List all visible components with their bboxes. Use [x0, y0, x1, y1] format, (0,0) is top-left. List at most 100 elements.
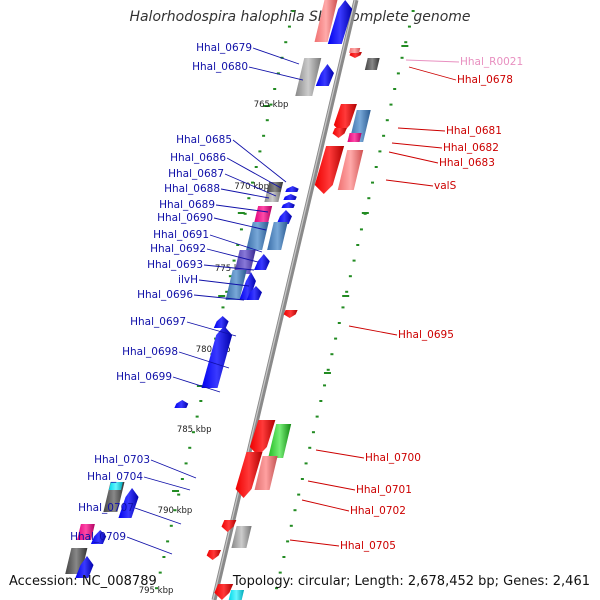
gene-label-Hhal_0682[interactable]: Hhal_0682 — [443, 142, 499, 154]
gene-label-Hhal_0679[interactable]: Hhal_0679 — [196, 42, 252, 54]
gene-feature[interactable] — [266, 182, 284, 192]
gene-feature[interactable] — [314, 146, 345, 194]
gene-feature[interactable] — [75, 556, 94, 578]
gene-feature[interactable] — [264, 192, 281, 202]
gene-feature[interactable] — [253, 254, 270, 270]
leader-line — [289, 539, 340, 547]
tick-mark — [385, 119, 389, 122]
gene-feature[interactable] — [349, 48, 361, 53]
gene-feature[interactable] — [228, 590, 245, 600]
gene-label-Hhal_0689[interactable]: Hhal_0689 — [159, 199, 215, 211]
tick-mark — [367, 197, 371, 200]
gene-label-Hhal_0695[interactable]: Hhal_0695 — [398, 329, 454, 341]
gene-label-Hhal_0681[interactable]: Hhal_0681 — [446, 125, 502, 137]
gene-label-Hhal_0703[interactable]: Hhal_0703 — [94, 454, 150, 466]
tick-mark — [278, 571, 282, 574]
gene-feature[interactable] — [327, 0, 353, 44]
gene-feature[interactable] — [337, 150, 364, 190]
gene-label-Hhal_0702[interactable]: Hhal_0702 — [350, 505, 406, 517]
gene-label-Hhal_0697[interactable]: Hhal_0697 — [130, 316, 186, 328]
gene-feature[interactable] — [295, 58, 322, 96]
leader-line — [198, 279, 250, 287]
leader-line — [397, 127, 446, 132]
gene-feature[interactable] — [268, 424, 292, 458]
gene-label-Hhal_0688[interactable]: Hhal_0688 — [164, 183, 220, 195]
gene-feature[interactable] — [201, 326, 233, 388]
leader-line — [315, 449, 365, 459]
major-tick — [342, 295, 350, 297]
gene-feature[interactable] — [90, 530, 107, 544]
gene-feature[interactable] — [174, 400, 189, 408]
leader-line — [226, 157, 282, 189]
gene-label-Hhal_0680[interactable]: Hhal_0680 — [192, 61, 248, 73]
gene-feature[interactable] — [347, 133, 362, 142]
gene-feature[interactable] — [77, 524, 95, 540]
gene-feature[interactable] — [281, 202, 295, 208]
leader-line — [203, 264, 255, 271]
gene-label-Hhal_0691[interactable]: Hhal_0691 — [153, 229, 209, 241]
gene-feature[interactable] — [221, 520, 237, 532]
leader-line — [307, 480, 356, 491]
gene-label-Hhal_0698[interactable]: Hhal_0698 — [122, 346, 178, 358]
gene-label-Hhal_0705[interactable]: Hhal_0705 — [340, 540, 396, 552]
tick-mark — [243, 212, 247, 215]
gene-label-Hhal_0686[interactable]: Hhal_0686 — [170, 152, 226, 164]
gene-label-Hhal_R0021[interactable]: Hhal_R0021 — [460, 56, 523, 68]
gene-feature[interactable] — [283, 194, 297, 200]
gene-feature[interactable] — [235, 452, 263, 498]
gene-label-Hhal_0690[interactable]: Hhal_0690 — [157, 212, 213, 224]
gene-label-Hhal_0701[interactable]: Hhal_0701 — [356, 484, 412, 496]
gene-label-Hhal_0685[interactable]: Hhal_0685 — [176, 134, 232, 146]
leader-line — [209, 234, 263, 253]
gene-feature[interactable] — [332, 128, 347, 138]
leader-line — [385, 179, 434, 187]
gene-feature[interactable] — [333, 104, 357, 134]
gene-feature[interactable] — [283, 310, 298, 318]
gene-label-Hhal_0692[interactable]: Hhal_0692 — [150, 243, 206, 255]
gene-feature[interactable] — [254, 206, 273, 222]
label-leaders — [126, 47, 460, 555]
tick-mark — [225, 290, 229, 293]
gene-label-Hhal_0678[interactable]: Hhal_0678 — [457, 74, 513, 86]
gene-feature[interactable] — [364, 58, 380, 70]
gene-label-Hhal_0704[interactable]: Hhal_0704 — [87, 471, 143, 483]
gene-feature[interactable] — [285, 186, 299, 192]
gene-feature[interactable] — [349, 52, 362, 58]
gene-feature[interactable] — [108, 482, 123, 490]
gene-label-Hhal_0707[interactable]: Hhal_0707 — [78, 502, 134, 514]
gene-feature[interactable] — [118, 488, 139, 518]
gene-feature[interactable] — [314, 0, 338, 42]
major-tick — [323, 372, 331, 374]
gene-feature[interactable] — [315, 64, 334, 86]
tick-mark — [291, 10, 295, 12]
gene-feature[interactable] — [214, 584, 234, 600]
gene-feature[interactable] — [225, 270, 247, 300]
gene-label-Hhal_0693[interactable]: Hhal_0693 — [147, 259, 203, 271]
gene-label-Hhal_0709[interactable]: Hhal_0709 — [70, 531, 126, 543]
gene-feature[interactable] — [233, 250, 256, 274]
tick-mark — [308, 446, 312, 449]
tick-mark — [169, 524, 173, 527]
gene-feature[interactable] — [213, 316, 229, 328]
gene-label-Hhal_0683[interactable]: Hhal_0683 — [439, 157, 495, 169]
tick-mark — [173, 509, 177, 512]
genome-axis — [211, 0, 359, 600]
leader-line — [252, 47, 300, 65]
gene-feature[interactable] — [267, 222, 288, 250]
gene-label-ilvH[interactable]: ilvH — [178, 274, 198, 286]
gene-feature[interactable] — [249, 420, 276, 456]
gene-label-Hhal_0700[interactable]: Hhal_0700 — [365, 452, 421, 464]
gene-feature[interactable] — [254, 456, 278, 490]
gene-label-Hhal_0696[interactable]: Hhal_0696 — [137, 289, 193, 301]
scale-label: 790 kbp — [158, 506, 193, 516]
gene-labels: Hhal_0679 Hhal_0680 Hhal_0685 Hhal_0686 Hhal… — [70, 42, 523, 552]
topology-text: Topology: circular; Length: 2,678,452 bp… — [232, 574, 590, 589]
gene-feature[interactable] — [231, 526, 252, 548]
gene-feature[interactable] — [276, 210, 292, 224]
gene-label-valS[interactable]: valS — [434, 180, 457, 192]
gene-feature[interactable] — [246, 286, 262, 300]
gene-label-Hhal_0687[interactable]: Hhal_0687 — [168, 168, 224, 180]
gene-feature[interactable] — [206, 550, 222, 560]
leader-line — [348, 325, 398, 336]
gene-label-Hhal_0699[interactable]: Hhal_0699 — [116, 371, 172, 383]
